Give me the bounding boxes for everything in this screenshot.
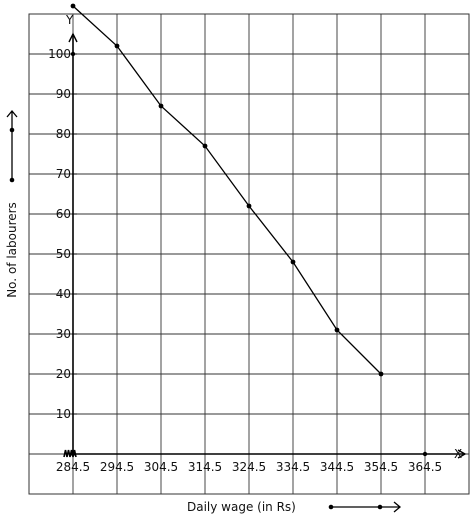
x-tick-label: 304.5 [144,460,178,474]
grid [28,13,470,495]
y-tick-label: 90 [56,87,71,101]
tick-labels: 284.5 294.5 304.5 314.5 324.5 334.5 344.5 354.5… [48,47,442,474]
y-tick-label: 70 [56,167,71,181]
y-tick-label: 80 [56,127,71,141]
x-arrow-dot-left [328,504,334,510]
y-axis-title: No. of labourers [5,202,19,298]
y-axis-letter: Y [65,13,74,27]
x-tick-label: 334.5 [276,460,310,474]
y-axis-arrowhead [68,32,78,43]
x-tick-label: 294.5 [100,460,134,474]
y-tick-label: 10 [56,407,71,421]
y-arrow-dot-bottom [9,177,15,183]
axis-break-zigzag [63,449,77,458]
y-tick-label: 100 [48,47,71,61]
series-line [72,5,382,375]
x-axis-title: Daily wage (in Rs) [187,500,296,514]
y-tick-label: 20 [56,367,71,381]
axes [63,32,467,459]
data-point [70,3,76,9]
y-tick-label: 40 [56,287,71,301]
data-point [158,103,164,109]
x-tick-label: 314.5 [188,460,222,474]
data-series [70,3,384,377]
y-tick-label: 30 [56,327,71,341]
data-point [378,371,384,377]
x-axis-letter: X [454,447,462,461]
x-tick-label: 344.5 [320,460,354,474]
x-tick-label: 324.5 [232,460,266,474]
data-point [114,43,120,49]
data-point [246,203,252,209]
data-point [290,259,296,265]
x-tick-label: 284.5 [56,460,90,474]
x-direction-arrow [331,501,402,513]
data-point [202,143,208,149]
y-tick-label: 50 [56,247,71,261]
x-arrow-dot-right [377,504,383,510]
x-axis-marker-point [422,451,428,457]
y-direction-arrow [6,109,18,180]
x-axis-arrowhead [457,449,467,459]
y-arrow-dot-top [9,127,15,133]
x-tick-label: 354.5 [364,460,398,474]
y-tick-label: 60 [56,207,71,221]
x-tick-label: 364.5 [408,460,442,474]
data-point [334,327,340,333]
